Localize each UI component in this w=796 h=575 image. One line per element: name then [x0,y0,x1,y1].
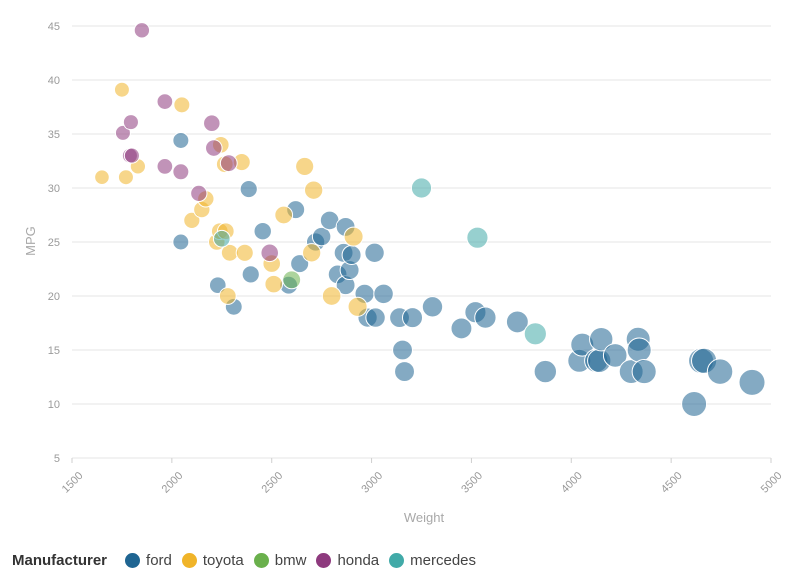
data-point-honda[interactable] [123,147,140,164]
data-point-ford[interactable] [738,368,766,396]
legend-item-honda[interactable]: honda [316,552,379,569]
x-tick-label: 5000 [759,470,785,496]
legend-label-honda: honda [337,551,380,569]
data-point-ford[interactable] [394,361,415,383]
data-point-ford[interactable] [373,283,394,305]
data-point-ford[interactable] [421,296,444,318]
data-point-ford[interactable] [681,391,708,417]
data-point-honda[interactable] [172,163,190,181]
data-point-ford[interactable] [241,265,260,284]
x-tick-label: 3000 [359,470,385,496]
y-axis-title: MPG [23,226,38,256]
data-point-mercedes[interactable] [523,322,547,346]
y-tick-label: 10 [48,399,60,411]
x-tick-label: 4500 [659,470,685,496]
data-point-ford[interactable] [253,221,272,241]
data-point-ford[interactable] [602,343,628,368]
data-point-honda[interactable] [122,114,139,131]
data-point-toyota[interactable] [113,81,130,98]
data-point-ford[interactable] [392,339,413,361]
data-point-honda[interactable] [205,139,223,157]
data-point-toyota[interactable] [218,287,237,305]
data-point-ford[interactable] [290,254,310,274]
data-point-ford[interactable] [505,310,529,334]
legend-label-ford: ford [146,551,172,569]
legend-item-ford[interactable]: ford [125,552,172,569]
data-point-honda[interactable] [114,124,131,141]
legend-swatch-bmw [253,552,269,568]
data-point-toyota[interactable] [117,169,134,186]
legend-swatch-honda [316,552,332,568]
data-point-ford[interactable] [311,226,332,247]
data-point-ford[interactable] [401,307,424,329]
y-tick-label: 5 [54,453,60,465]
x-axis-title: Weight [404,510,445,525]
data-point-ford[interactable] [239,179,258,199]
x-tick-label: 1500 [60,470,86,496]
x-tick-label: 2500 [260,470,286,496]
legend-label-bmw: bmw [274,551,307,569]
legend-item-bmw[interactable]: bmw [253,551,307,569]
legend-swatch-mercedes [389,552,405,568]
data-point-honda[interactable] [156,158,174,175]
data-point-toyota[interactable] [302,243,322,263]
legend-item-toyota[interactable]: toyota [181,551,244,569]
data-point-ford[interactable] [626,337,652,363]
y-tick-label: 45 [48,21,60,33]
legend: Manufacturer ford toyota bmw honda merce… [12,549,486,571]
data-point-ford[interactable] [631,359,657,385]
data-point-toyota[interactable] [303,180,324,200]
data-point-mercedes[interactable] [212,229,231,248]
data-point-honda[interactable] [260,243,279,263]
data-point-toyota[interactable] [94,169,110,185]
data-point-ford[interactable] [172,233,190,251]
data-point-ford[interactable] [474,306,497,329]
data-point-toyota[interactable] [264,274,284,294]
data-point-toyota[interactable] [183,211,201,229]
data-point-ford[interactable] [341,244,362,265]
data-point-ford[interactable] [589,327,614,352]
data-point-toyota[interactable] [235,243,254,262]
data-point-toyota[interactable] [173,96,191,114]
data-points [94,22,766,417]
data-point-mercedes[interactable] [410,177,433,199]
data-point-ford[interactable] [450,317,473,340]
y-tick-label: 25 [48,237,60,249]
data-point-ford[interactable] [364,242,385,263]
y-tick-label: 30 [48,183,60,195]
data-point-toyota[interactable] [343,226,364,247]
y-tick-labels: 5 10 15 20 25 30 35 40 45 [48,21,60,465]
legend-label-mercedes: mercedes [410,551,477,569]
x-tick-labels: 1500 2000 2500 3000 3500 4000 4500 5000 [60,470,785,496]
y-tick-label: 15 [48,345,60,357]
legend-item-mercedes[interactable]: mercedes [389,552,476,569]
data-point-bmw[interactable] [282,270,302,290]
y-tick-label: 35 [48,129,60,141]
legend-title: Manufacturer [12,551,108,569]
y-tick-label: 40 [48,75,60,87]
x-tick-label: 3500 [459,470,485,496]
data-point-honda[interactable] [203,114,221,132]
data-point-ford[interactable] [172,131,190,149]
data-point-toyota[interactable] [321,286,342,306]
data-point-ford[interactable] [533,359,558,384]
data-point-ford[interactable] [365,307,386,328]
data-point-toyota[interactable] [274,205,294,225]
x-tick-label: 2000 [160,470,186,496]
data-point-honda[interactable] [156,93,174,110]
data-point-honda[interactable] [133,22,151,39]
data-point-honda[interactable] [219,154,238,173]
data-point-toyota[interactable] [347,296,368,317]
legend-swatch-ford [125,552,141,568]
x-tick-label: 4000 [559,470,585,496]
legend-swatch-toyota [181,552,197,568]
y-tick-label: 20 [48,291,60,303]
data-point-mercedes[interactable] [466,226,489,249]
legend-label-toyota: toyota [202,551,244,569]
data-point-toyota[interactable] [295,156,315,176]
data-point-ford[interactable] [706,358,734,385]
data-point-honda[interactable] [190,184,208,203]
